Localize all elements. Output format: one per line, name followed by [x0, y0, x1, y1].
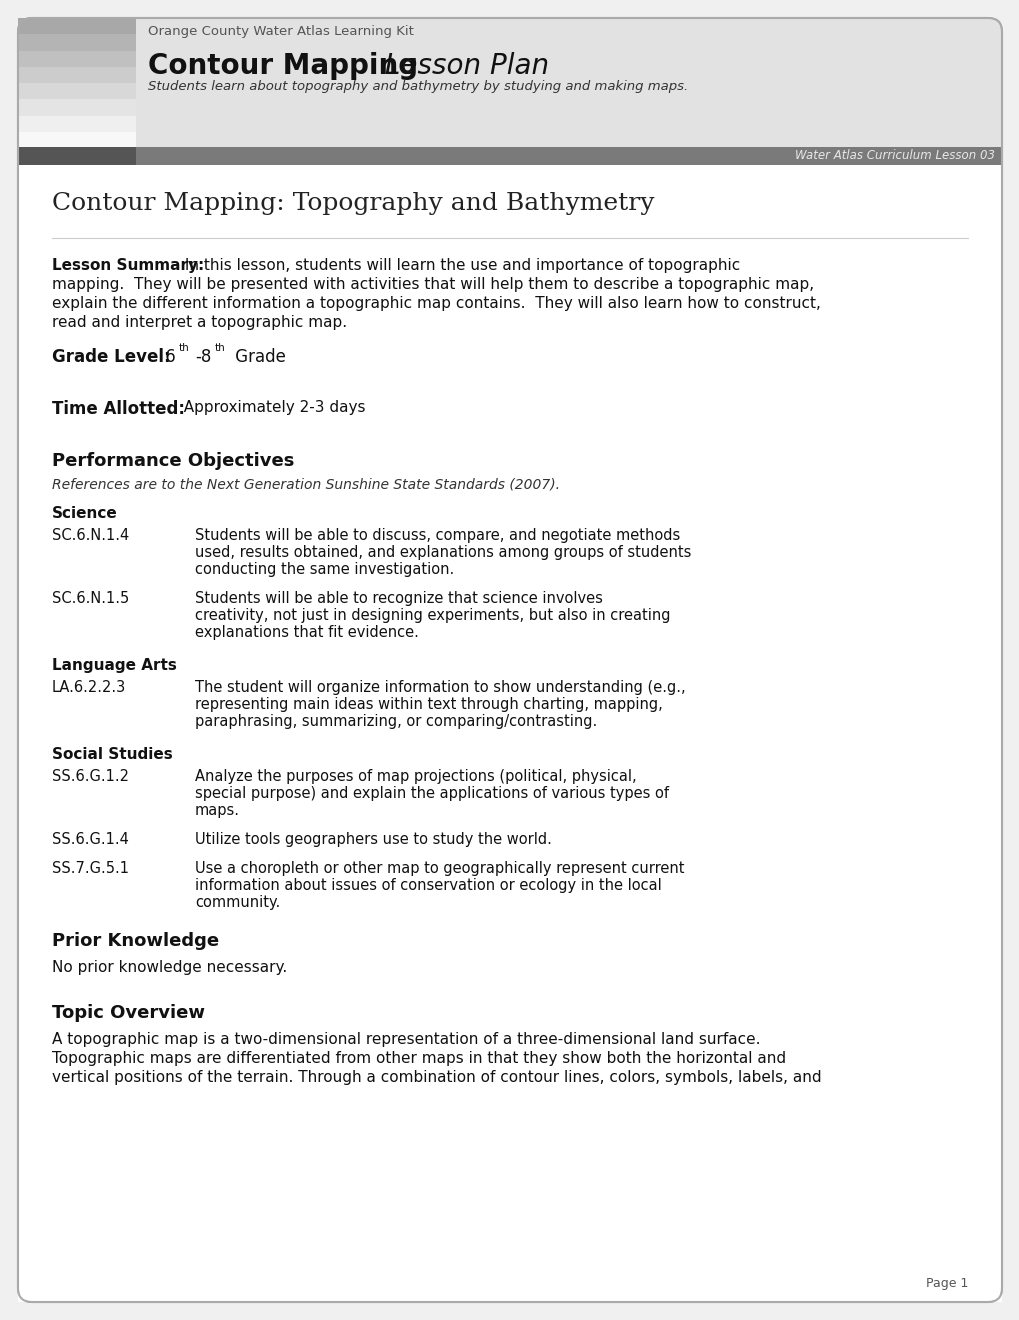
Text: Contour Mapping: Topography and Bathymetry: Contour Mapping: Topography and Bathymet…	[52, 191, 654, 215]
Bar	[18, 34, 136, 50]
Text: representing main ideas within text through charting, mapping,: representing main ideas within text thro…	[195, 697, 662, 711]
Text: -8: -8	[195, 348, 211, 366]
Text: Topographic maps are differentiated from other maps in that they show both the h: Topographic maps are differentiated from…	[52, 1051, 786, 1067]
Text: Lesson Plan: Lesson Plan	[376, 51, 548, 81]
Text: maps.: maps.	[195, 803, 239, 818]
Text: SS.7.G.5.1: SS.7.G.5.1	[52, 861, 128, 876]
Bar	[18, 165, 1001, 1302]
Text: No prior knowledge necessary.: No prior knowledge necessary.	[52, 960, 287, 975]
Bar	[18, 116, 136, 132]
Text: information about issues of conservation or ecology in the local: information about issues of conservation…	[195, 878, 661, 894]
FancyBboxPatch shape	[18, 18, 1001, 148]
Text: read and interpret a topographic map.: read and interpret a topographic map.	[52, 315, 346, 330]
Text: creativity, not just in designing experiments, but also in creating: creativity, not just in designing experi…	[195, 609, 669, 623]
Bar	[18, 128, 1001, 148]
Text: 6: 6	[160, 348, 175, 366]
Text: SC.6.N.1.5: SC.6.N.1.5	[52, 591, 129, 606]
Text: Water Atlas Curriculum Lesson 03: Water Atlas Curriculum Lesson 03	[794, 149, 994, 162]
Text: LA.6.2.2.3: LA.6.2.2.3	[52, 680, 126, 696]
Text: A topographic map is a two-dimensional representation of a three-dimensional lan: A topographic map is a two-dimensional r…	[52, 1032, 760, 1047]
Text: The student will organize information to show understanding (e.g.,: The student will organize information to…	[195, 680, 685, 696]
Text: th: th	[178, 343, 190, 352]
Text: SS.6.G.1.2: SS.6.G.1.2	[52, 770, 128, 784]
Bar	[18, 83, 136, 99]
Text: conducting the same investigation.: conducting the same investigation.	[195, 562, 453, 577]
Text: Utilize tools geographers use to study the world.: Utilize tools geographers use to study t…	[195, 832, 551, 847]
Text: vertical positions of the terrain. Through a combination of contour lines, color: vertical positions of the terrain. Throu…	[52, 1071, 821, 1085]
Text: Grade Level:: Grade Level:	[52, 348, 170, 366]
Text: Contour Mapping: Contour Mapping	[148, 51, 418, 81]
Text: Topic Overview: Topic Overview	[52, 1005, 205, 1022]
Text: Orange County Water Atlas Learning Kit: Orange County Water Atlas Learning Kit	[148, 25, 414, 38]
Text: special purpose) and explain the applications of various types of: special purpose) and explain the applica…	[195, 785, 668, 801]
Text: Social Studies: Social Studies	[52, 747, 172, 762]
Text: Students learn about topography and bathymetry by studying and making maps.: Students learn about topography and bath…	[148, 81, 688, 92]
Bar	[18, 50, 136, 67]
Text: Students will be able to recognize that science involves: Students will be able to recognize that …	[195, 591, 602, 606]
Text: SS.6.G.1.4: SS.6.G.1.4	[52, 832, 128, 847]
Text: used, results obtained, and explanations among groups of students: used, results obtained, and explanations…	[195, 545, 691, 560]
Text: Performance Objectives: Performance Objectives	[52, 451, 294, 470]
Text: Lesson Summary:: Lesson Summary:	[52, 257, 204, 273]
Bar	[18, 99, 136, 116]
Text: Time Allotted:: Time Allotted:	[52, 400, 184, 418]
Text: Language Arts: Language Arts	[52, 657, 176, 673]
Text: mapping.  They will be presented with activities that will help them to describe: mapping. They will be presented with act…	[52, 277, 813, 292]
Text: community.: community.	[195, 895, 280, 909]
Text: Prior Knowledge: Prior Knowledge	[52, 932, 219, 950]
Text: Grade: Grade	[229, 348, 285, 366]
Text: Analyze the purposes of map projections (political, physical,: Analyze the purposes of map projections …	[195, 770, 636, 784]
FancyBboxPatch shape	[18, 18, 1001, 1302]
Text: Science: Science	[52, 506, 117, 521]
Bar	[18, 132, 136, 148]
Bar	[18, 18, 136, 34]
Text: Approximately 2-3 days: Approximately 2-3 days	[174, 400, 365, 414]
Text: Students will be able to discuss, compare, and negotiate methods: Students will be able to discuss, compar…	[195, 528, 680, 543]
Text: explanations that fit evidence.: explanations that fit evidence.	[195, 624, 419, 640]
Text: References are to the Next Generation Sunshine State Standards (2007).: References are to the Next Generation Su…	[52, 478, 559, 492]
Text: SC.6.N.1.4: SC.6.N.1.4	[52, 528, 129, 543]
Text: Use a choropleth or other map to geographically represent current: Use a choropleth or other map to geograp…	[195, 861, 684, 876]
Text: Page 1: Page 1	[924, 1276, 967, 1290]
Bar	[18, 147, 136, 165]
Text: In this lesson, students will learn the use and importance of topographic: In this lesson, students will learn the …	[179, 257, 740, 273]
Text: th: th	[215, 343, 225, 352]
Bar	[18, 147, 1001, 165]
Bar	[18, 67, 136, 83]
Text: paraphrasing, summarizing, or comparing/contrasting.: paraphrasing, summarizing, or comparing/…	[195, 714, 597, 729]
Text: explain the different information a topographic map contains.  They will also le: explain the different information a topo…	[52, 296, 820, 312]
